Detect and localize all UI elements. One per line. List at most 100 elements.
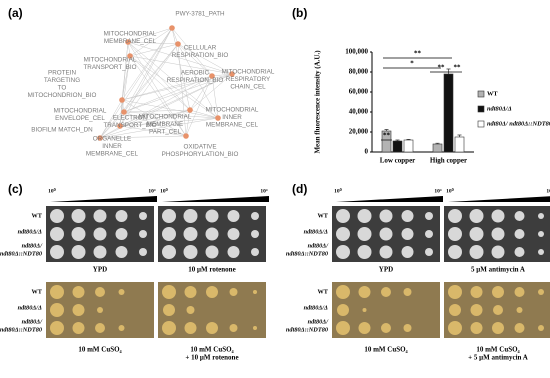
- strain-label: ndt80Δ/Δ: [304, 304, 328, 311]
- network-edge: [99, 43, 179, 139]
- network-edge: [185, 109, 191, 137]
- network-edge: [99, 117, 219, 139]
- colony: [163, 304, 175, 316]
- colony: [71, 227, 86, 241]
- network-node: [175, 41, 181, 47]
- network-node: [169, 25, 175, 31]
- colony: [538, 289, 544, 295]
- dilution-label: 10⁴: [434, 188, 442, 194]
- dilution-label: 10⁰: [160, 187, 169, 194]
- colony: [251, 212, 259, 220]
- colony: [186, 306, 195, 314]
- colony: [115, 246, 128, 258]
- legend-label: ndt80Δ/ ndt80Δ::NDT80: [487, 120, 550, 127]
- network-edge: [129, 55, 187, 137]
- node-label: INNER: [222, 114, 242, 121]
- colony: [379, 209, 393, 223]
- colony: [514, 229, 525, 239]
- strain-label: ndt80Δ::NDT80: [286, 250, 329, 257]
- legend-swatch: [477, 120, 485, 128]
- dilution-wedge: [50, 196, 157, 202]
- network-node: [119, 97, 125, 103]
- strain-label: ndt80Δ/Δ: [18, 304, 42, 311]
- node-label: PROTEIN: [48, 70, 76, 77]
- colony: [448, 285, 462, 299]
- condition-label: 10 μM rotenone: [188, 266, 235, 274]
- colony: [538, 213, 544, 219]
- node-label: MEMBRANE_CEL: [104, 38, 157, 45]
- colony: [139, 248, 147, 256]
- colony: [71, 209, 86, 223]
- colony: [205, 227, 219, 241]
- condition-label: 10 mM CuSO₄: [364, 346, 408, 354]
- colony: [115, 228, 128, 240]
- network-edge: [121, 99, 219, 119]
- colony: [425, 212, 433, 220]
- colony: [118, 325, 125, 331]
- colony: [403, 288, 412, 296]
- network-edge: [127, 41, 219, 119]
- error-bar: [435, 142, 440, 144]
- strain-label: ndt80Δ::NDT80: [286, 326, 329, 333]
- y-tick-label: 20,000: [349, 128, 369, 136]
- node-label: ELECTRON: [113, 115, 148, 122]
- network-edge: [127, 41, 233, 75]
- dilution-label: 10⁰: [48, 187, 57, 194]
- network-edge: [127, 41, 179, 45]
- colony: [72, 322, 85, 334]
- node-label: ENVELOPE_CEL: [55, 115, 105, 122]
- node-label: ORGANELLE: [93, 136, 132, 143]
- colony: [514, 211, 525, 221]
- network-edge: [123, 27, 173, 113]
- colony: [93, 245, 107, 259]
- colony: [205, 209, 219, 223]
- network-node: [125, 39, 131, 45]
- colony: [425, 230, 433, 238]
- colony: [381, 287, 391, 297]
- colony: [206, 322, 218, 334]
- node-label: MITOCHONDRION_BIO: [28, 92, 97, 99]
- node-label: PWY-3781_PATH: [175, 11, 225, 18]
- x-tick-label: Low copper: [380, 157, 416, 165]
- network-edge: [119, 27, 173, 127]
- colony: [514, 247, 525, 257]
- network-edge: [211, 73, 233, 77]
- colony: [448, 321, 462, 335]
- bar: [432, 143, 443, 153]
- network-edge: [123, 43, 179, 113]
- strain-label: ndt80Δ/Δ: [304, 228, 328, 235]
- error-bar: [406, 139, 411, 140]
- colony: [448, 227, 462, 241]
- network-edge: [129, 55, 233, 75]
- network-edge: [129, 43, 179, 57]
- network-node: [183, 133, 189, 139]
- network-edge: [129, 55, 219, 119]
- colony: [491, 227, 505, 241]
- colony: [50, 285, 64, 299]
- node-label: RESPIRATORY: [226, 76, 271, 83]
- strain-label: ndt80Δ/: [308, 318, 330, 325]
- colony: [253, 290, 257, 294]
- colony: [227, 246, 240, 258]
- network-edge: [119, 109, 191, 127]
- panel-label: (d): [292, 182, 307, 196]
- network-edge: [177, 43, 219, 119]
- condition-label: 10 mM CuSO₄: [476, 346, 520, 354]
- node-label: BIOFILM MATCH_DN: [31, 127, 93, 134]
- dilution-label: 10⁰: [446, 187, 455, 194]
- node-label: MEMBRANE_CEL: [86, 151, 139, 158]
- colony: [183, 227, 198, 241]
- colony: [516, 307, 523, 313]
- colony: [115, 210, 128, 222]
- colony: [336, 321, 350, 335]
- colony: [93, 227, 107, 241]
- network-edge: [127, 41, 191, 111]
- colony: [50, 209, 64, 223]
- network-edge: [177, 43, 213, 77]
- network-node: [117, 123, 123, 129]
- strain-label: ndt80Δ/: [22, 242, 44, 249]
- condition-label: + 10 μM rotenone: [185, 354, 238, 362]
- node-label: MEMBRANE: [147, 121, 183, 128]
- node-label: TO: [58, 85, 67, 92]
